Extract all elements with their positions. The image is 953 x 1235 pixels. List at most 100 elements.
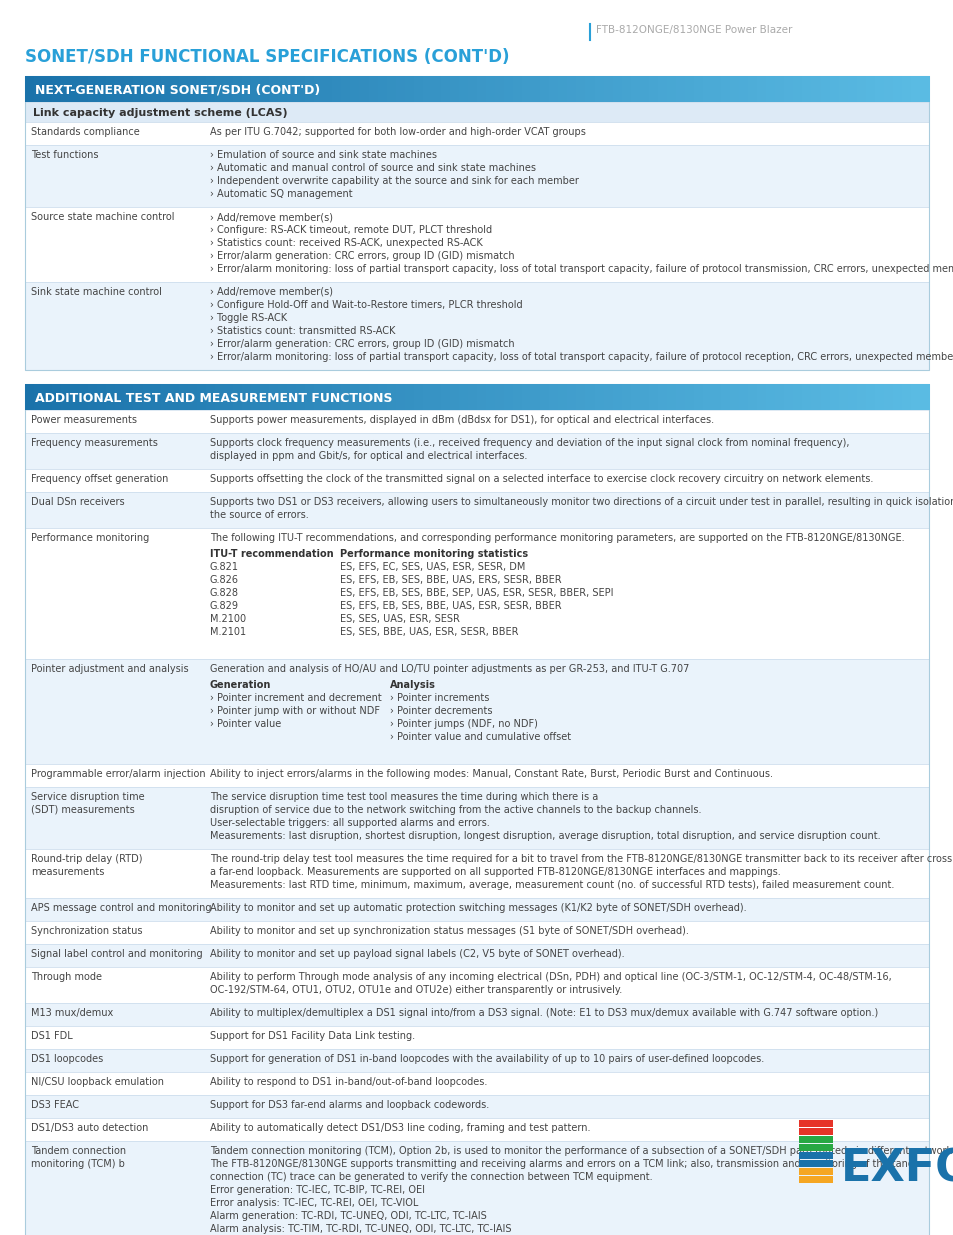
Text: M.2100: M.2100 [210, 614, 246, 624]
Bar [71, 384, 80, 410]
Bar [901, 77, 911, 103]
Text: › Pointer increment and decrement: › Pointer increment and decrement [210, 693, 381, 703]
Bar [422, 384, 433, 410]
Text: NEXT-GENERATION SONET/SDH (CONT'D): NEXT-GENERATION SONET/SDH (CONT'D) [35, 84, 320, 96]
Bar [513, 77, 522, 103]
Text: a far-end loopback. Measurements are supported on all supported FTB-8120NGE/8130: a far-end loopback. Measurements are sup… [210, 867, 780, 877]
Text: ES, SES, UAS, ESR, SESR: ES, SES, UAS, ESR, SESR [339, 614, 459, 624]
Text: Generation: Generation [210, 680, 271, 690]
Text: Service disruption time: Service disruption time [30, 792, 145, 802]
Bar [711, 77, 721, 103]
Bar [775, 77, 784, 103]
Bar [332, 77, 342, 103]
Bar [34, 384, 44, 410]
Bar [458, 384, 469, 410]
Bar [684, 384, 694, 410]
Bar [799, 1152, 832, 1158]
Text: › Pointer value and cumulative offset: › Pointer value and cumulative offset [390, 732, 571, 742]
Text: Sink state machine control: Sink state machine control [30, 287, 162, 296]
Text: ES, EFS, EB, SES, BBE, SEP, UAS, ESR, SESR, BBER, SEPI: ES, EFS, EB, SES, BBE, SEP, UAS, ESR, SE… [339, 588, 613, 598]
Bar [799, 1128, 832, 1135]
Bar [765, 384, 776, 410]
Bar [585, 384, 595, 410]
Bar [856, 384, 866, 410]
Bar [594, 77, 604, 103]
Bar [242, 77, 252, 103]
Bar [395, 77, 405, 103]
Text: User-selectable triggers: all supported alarms and errors.: User-selectable triggers: all supported … [210, 818, 489, 827]
Bar [386, 384, 396, 410]
Text: the source of errors.: the source of errors. [210, 510, 309, 520]
Text: G.829: G.829 [210, 601, 239, 611]
Text: DS3 FEAC: DS3 FEAC [30, 1100, 79, 1110]
Bar [314, 77, 324, 103]
Bar [864, 384, 875, 410]
Bar [25, 967, 928, 1003]
Bar [576, 384, 586, 410]
Text: Frequency offset generation: Frequency offset generation [30, 474, 168, 484]
Bar [188, 384, 197, 410]
Text: DS1/DS3 auto detection: DS1/DS3 auto detection [30, 1123, 149, 1132]
Bar [838, 77, 848, 103]
Text: G.828: G.828 [210, 588, 239, 598]
Bar [25, 77, 35, 103]
Bar [287, 384, 297, 410]
Bar [251, 77, 261, 103]
Bar [341, 384, 351, 410]
Bar [783, 384, 794, 410]
Bar [630, 384, 640, 410]
Bar [115, 77, 125, 103]
Bar [295, 384, 306, 410]
Text: › Error/alarm generation: CRC errors, group ID (GID) mismatch: › Error/alarm generation: CRC errors, gr… [210, 251, 514, 261]
Bar [739, 384, 748, 410]
Bar [476, 77, 487, 103]
Bar [495, 384, 504, 410]
Bar [414, 384, 423, 410]
Bar [799, 1136, 832, 1144]
Bar [440, 384, 451, 410]
Bar [106, 384, 116, 410]
Text: (SDT) measurements: (SDT) measurements [30, 805, 134, 815]
Text: Standards compliance: Standards compliance [30, 127, 139, 137]
Bar [757, 77, 766, 103]
Text: Tandem connection monitoring (TCM), Option 2b, is used to monitor the performanc: Tandem connection monitoring (TCM), Opti… [210, 1146, 953, 1156]
Text: ITU-T recommendation: ITU-T recommendation [210, 550, 334, 559]
Bar [513, 384, 522, 410]
Text: Signal label control and monitoring: Signal label control and monitoring [30, 948, 202, 960]
Bar [97, 77, 108, 103]
Text: ES, EFS, EB, SES, BBE, UAS, ESR, SESR, BBER: ES, EFS, EB, SES, BBE, UAS, ESR, SESR, B… [339, 601, 561, 611]
Text: disruption of service due to the network switching from the active channels to t: disruption of service due to the network… [210, 805, 700, 815]
Bar [658, 77, 667, 103]
Text: Supports clock frequency measurements (i.e., received frequency and deviation of: Supports clock frequency measurements (i… [210, 438, 848, 448]
Text: Supports power measurements, displayed in dBm (dBdsx for DS1), for optical and e: Supports power measurements, displayed i… [210, 415, 714, 425]
Bar [485, 77, 496, 103]
Text: Alarm analysis: TC-TIM, TC-RDI, TC-UNEQ, ODI, TC-LTC, TC-IAIS: Alarm analysis: TC-TIM, TC-RDI, TC-UNEQ,… [210, 1224, 511, 1234]
Bar [503, 384, 514, 410]
Bar [603, 77, 613, 103]
Bar [558, 77, 568, 103]
Text: Error analysis: TC-IEC, TC-REI, OEI, TC-VIOL: Error analysis: TC-IEC, TC-REI, OEI, TC-… [210, 1198, 418, 1208]
Text: Link capacity adjustment scheme (LCAS): Link capacity adjustment scheme (LCAS) [33, 107, 287, 119]
Bar [422, 77, 433, 103]
Bar [25, 1003, 928, 1026]
Text: FTB-812ONGE/8130NGE Power Blazer: FTB-812ONGE/8130NGE Power Blazer [596, 25, 792, 35]
Bar [468, 77, 477, 103]
Text: As per ITU G.7042; supported for both low-order and high-order VCAT groups: As per ITU G.7042; supported for both lo… [210, 127, 585, 137]
Bar [386, 77, 396, 103]
Bar [594, 384, 604, 410]
Text: Ability to multiplex/demultiplex a DS1 signal into/from a DS3 signal. (Note: E1 : Ability to multiplex/demultiplex a DS1 s… [210, 1008, 878, 1018]
Text: G.826: G.826 [210, 576, 239, 585]
Bar [79, 384, 90, 410]
Bar [820, 77, 830, 103]
Bar [539, 77, 550, 103]
Bar [224, 384, 233, 410]
Bar [621, 384, 631, 410]
Bar [811, 77, 821, 103]
Bar [124, 77, 134, 103]
Bar [214, 77, 225, 103]
Bar [25, 898, 928, 921]
Bar [314, 384, 324, 410]
Bar [25, 921, 928, 944]
Bar [892, 384, 902, 410]
Text: Pointer adjustment and analysis: Pointer adjustment and analysis [30, 664, 189, 674]
